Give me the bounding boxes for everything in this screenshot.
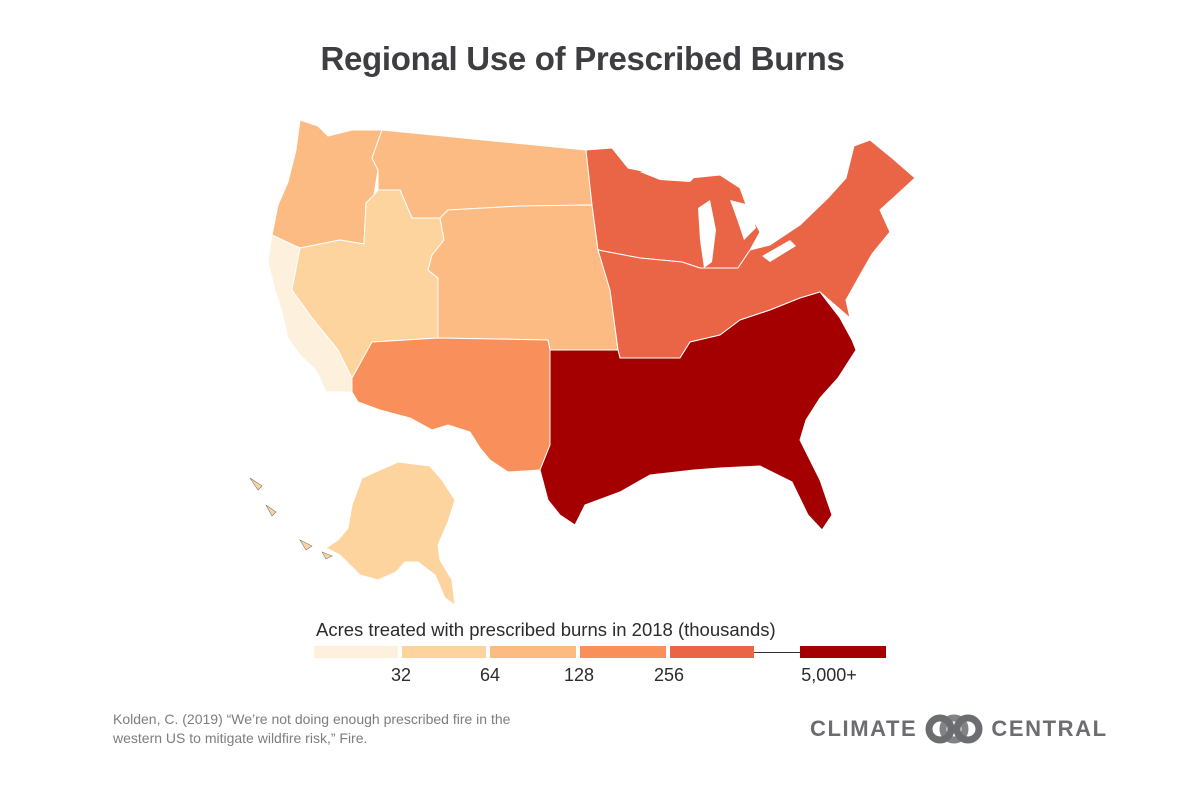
- legend-swatch-3: [490, 646, 576, 658]
- region-southwest: [351, 337, 551, 473]
- alaska-island: [265, 504, 277, 517]
- legend-swatch-2: [402, 646, 486, 658]
- lake-michigan: [698, 200, 716, 268]
- legend-tick-256: 256: [653, 665, 685, 685]
- legend-swatch-4: [580, 646, 666, 658]
- legend-title: Acres treated with prescribed burns in 2…: [316, 619, 776, 640]
- logo-text-left: CLIMATE: [810, 716, 918, 741]
- alaska-island: [321, 551, 333, 560]
- legend-swatch-6: [800, 646, 886, 658]
- climate-central-logo: CLIMATE CENTRAL: [810, 714, 1108, 744]
- legend-swatch-1: [314, 646, 398, 658]
- region-southeast: [539, 291, 857, 531]
- legend-swatch-5: [670, 646, 754, 658]
- lake-erie: [762, 240, 796, 262]
- legend-color-scale: [314, 646, 886, 658]
- legend-tick-32: 32: [390, 665, 412, 685]
- lake-superior: [640, 166, 700, 182]
- map-title: Regional Use of Prescribed Burns: [320, 40, 845, 77]
- logo-text-right: CENTRAL: [991, 716, 1108, 741]
- alaska-island: [249, 477, 263, 491]
- legend-tick-5000: 5,000+: [801, 665, 857, 685]
- legend-break-line: [754, 652, 800, 653]
- source-citation: Kolden, C. (2019) “We’re not doing enoug…: [113, 711, 511, 746]
- region-central-plains: [427, 204, 619, 351]
- lake-huron: [730, 200, 756, 240]
- legend-tick-64: 64: [479, 665, 501, 685]
- region-alaska: [325, 461, 456, 606]
- legend-tick-128: 128: [563, 665, 595, 685]
- alaska-island: [299, 539, 313, 551]
- logo-rings-icon: [925, 714, 983, 744]
